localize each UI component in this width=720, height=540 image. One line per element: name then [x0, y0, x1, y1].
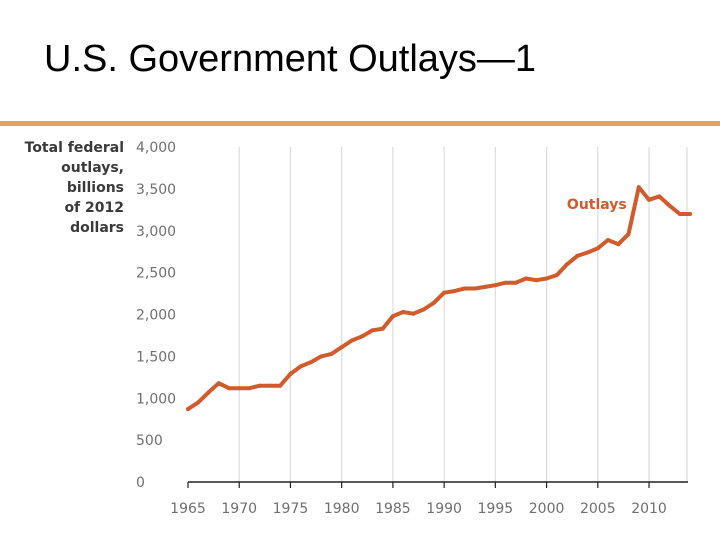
outlays-data-point: [431, 300, 436, 305]
y-axis-label: Total federal outlays, billions of 2012 …: [10, 138, 124, 238]
outlays-data-point: [565, 262, 570, 267]
outlays-data-point: [544, 276, 549, 281]
y-axis-label-line: Total federal: [24, 140, 124, 156]
outlays-data-point: [390, 314, 395, 319]
outlays-data-point: [237, 386, 242, 391]
outlays-data-point: [636, 185, 641, 190]
outlays-data-point: [298, 364, 303, 369]
outlays-data-point: [186, 407, 190, 412]
outlays-data-point: [257, 383, 262, 388]
outlays-data-point: [483, 284, 488, 289]
x-tick-label: 2000: [529, 501, 565, 517]
outlays-data-point: [319, 354, 324, 359]
series-layer: Outlays: [186, 185, 692, 412]
y-tick-label: 2,000: [136, 308, 176, 324]
x-tick-label: 1990: [426, 501, 462, 517]
outlays-data-point: [401, 310, 406, 314]
x-tick-label: 1965: [170, 501, 206, 517]
outlays-data-point: [585, 250, 590, 255]
outlays-data-point: [554, 273, 559, 278]
outlays-data-point: [442, 290, 447, 295]
outlays-data-point: [411, 311, 416, 316]
outlays-data-point: [524, 276, 529, 281]
x-tick-label: 1970: [221, 501, 257, 517]
y-axis-label-line: dollars: [70, 220, 124, 236]
y-tick-label: 500: [136, 433, 163, 449]
slide-title: U.S. Government Outlays—1: [44, 38, 537, 80]
outlays-data-point: [462, 286, 467, 291]
outlays-data-point: [472, 286, 477, 291]
outlays-data-point: [247, 386, 252, 391]
y-axis-label-line: billions: [66, 180, 124, 196]
x-tick-label: 2010: [631, 501, 667, 517]
outlays-data-point: [513, 280, 518, 285]
outlays-data-point: [288, 372, 293, 376]
outlays-data-point: [278, 383, 283, 388]
outlays-data-point: [196, 400, 201, 405]
y-tick-label: 1,500: [136, 349, 176, 365]
outlays-data-point: [370, 328, 375, 333]
outlays-data-point: [667, 203, 672, 208]
y-axis-label-line: of 2012: [64, 200, 124, 216]
y-tick-label: 2,500: [136, 266, 176, 282]
grid-lines: [238, 147, 688, 482]
outlays-data-point: [595, 246, 600, 251]
x-tick-label: 1980: [324, 501, 360, 517]
series-label-outlays: Outlays: [567, 197, 627, 213]
outlays-data-point: [360, 334, 365, 339]
outlays-data-point: [575, 253, 580, 258]
outlays-data-point: [206, 390, 211, 395]
outlays-data-point: [421, 307, 426, 312]
outlays-data-point: [534, 278, 539, 283]
outlays-data-point: [657, 194, 662, 199]
outlays-data-point: [616, 242, 621, 247]
outlays-data-point: [452, 289, 457, 294]
outlays-data-point: [688, 212, 692, 216]
y-axis-label-line: outlays,: [61, 160, 124, 176]
outlays-data-point: [329, 351, 334, 356]
x-tick-label: 1995: [478, 501, 514, 517]
x-axis: 1965 1970 1975 1980 1985 1990 1995 2000 2005 2010: [170, 481, 688, 517]
outlays-data-point: [647, 197, 651, 202]
outlays-data-point: [503, 280, 508, 285]
y-tick-label: 0: [136, 475, 145, 491]
outlays-data-point: [268, 383, 272, 388]
x-tick-label: 1975: [273, 501, 309, 517]
outlays-series-line: [186, 185, 692, 412]
y-tick-label: 4,000: [136, 140, 176, 156]
outlays-data-point: [339, 345, 344, 350]
outlays-data-point: [606, 238, 610, 242]
outlays-data-point: [626, 232, 631, 237]
y-tick-label: 3,000: [136, 224, 176, 240]
title-divider: [0, 121, 720, 126]
outlays-data-point: [493, 283, 498, 288]
outlays-data-point: [308, 360, 313, 365]
x-tick-label: 2005: [580, 501, 616, 517]
y-axis-ticks: 0 500 1,000 1,500 2,000 2,500 3,000 3,500 4,000: [136, 140, 176, 491]
x-tick-label: 1985: [375, 501, 411, 517]
outlays-data-point: [677, 212, 682, 216]
y-tick-label: 1,000: [136, 391, 176, 407]
outlays-data-point: [216, 381, 221, 386]
outlays-data-point: [227, 386, 231, 391]
outlays-data-point: [380, 326, 385, 331]
y-tick-label: 3,500: [136, 182, 176, 198]
outlays-data-point: [349, 338, 354, 343]
